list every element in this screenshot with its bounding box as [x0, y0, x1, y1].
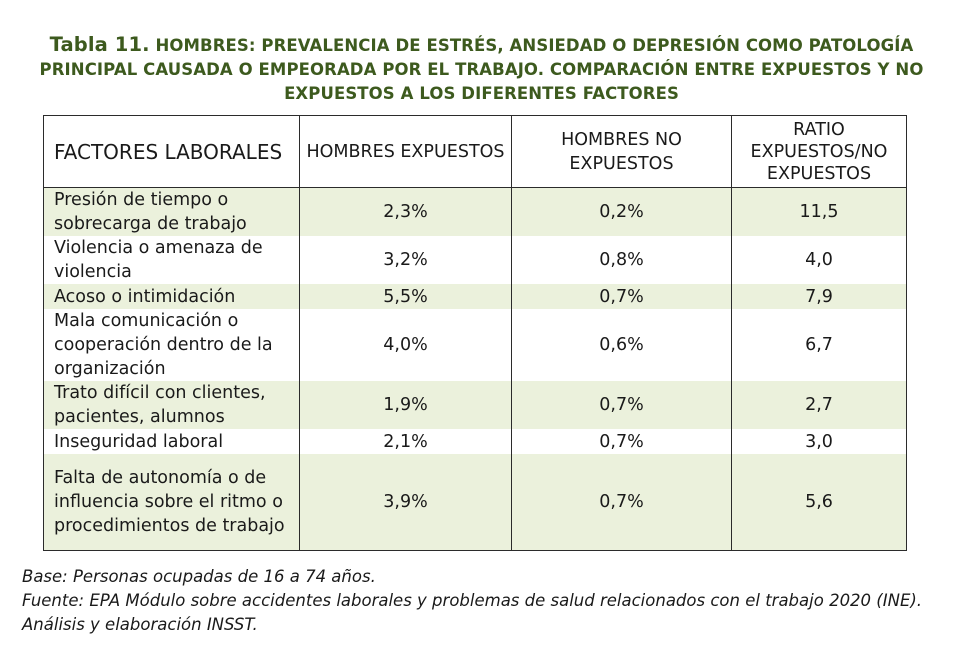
ratio-cell: 11,5: [731, 187, 907, 236]
factor-cell: Presión de tiempo o sobrecarga de trabaj…: [43, 187, 300, 236]
table-row: Presión de tiempo o sobrecarga de trabaj…: [43, 187, 907, 236]
no-expuestos-cell: 0,7%: [511, 454, 732, 551]
source-note: Fuente: EPA Módulo sobre accidentes labo…: [22, 591, 923, 634]
factor-cell: Falta de autonomía o de influencia sobre…: [43, 454, 300, 551]
no-expuestos-cell: 0,6%: [511, 309, 732, 381]
table-row: Trato difícil con clientes, pacientes, a…: [43, 381, 907, 429]
expuestos-cell: 1,9%: [299, 381, 512, 429]
table-row: Mala comunicación o cooperación dentro d…: [43, 309, 907, 381]
no-expuestos-cell: 0,7%: [511, 284, 732, 309]
table-row: Inseguridad laboral 2,1% 0,7% 3,0: [43, 429, 907, 454]
data-table: FACTORES LABORALES HOMBRES EXPUESTOS HOM…: [43, 115, 907, 551]
expuestos-cell: 2,1%: [299, 429, 512, 454]
factor-cell: Violencia o amenaza de violencia: [43, 236, 300, 284]
no-expuestos-cell: 0,8%: [511, 236, 732, 284]
no-expuestos-cell: 0,7%: [511, 381, 732, 429]
expuestos-cell: 3,9%: [299, 454, 512, 551]
header-row: FACTORES LABORALES HOMBRES EXPUESTOS HOM…: [43, 115, 907, 188]
column-header-factores: FACTORES LABORALES: [43, 115, 300, 188]
factor-cell: Acoso o intimidación: [43, 284, 300, 309]
table-notes: Base: Personas ocupadas de 16 a 74 años.…: [22, 565, 927, 637]
table-title-text: HOMBRES: PREVALENCIA DE ESTRÉS, ANSIEDAD…: [39, 36, 924, 103]
table-row: Violencia o amenaza de violencia 3,2% 0,…: [43, 236, 907, 284]
table-number: Tabla 11.: [49, 33, 150, 56]
expuestos-cell: 4,0%: [299, 309, 512, 381]
ratio-cell: 6,7: [731, 309, 907, 381]
factor-cell: Inseguridad laboral: [43, 429, 300, 454]
ratio-cell: 3,0: [731, 429, 907, 454]
expuestos-cell: 3,2%: [299, 236, 512, 284]
no-expuestos-cell: 0,7%: [511, 429, 732, 454]
ratio-cell: 2,7: [731, 381, 907, 429]
ratio-cell: 5,6: [731, 454, 907, 551]
column-header-ratio: RATIO EXPUESTOS/NO EXPUESTOS: [731, 115, 907, 188]
column-header-no-expuestos: HOMBRES NO EXPUESTOS: [511, 115, 732, 188]
factor-cell: Mala comunicación o cooperación dentro d…: [43, 309, 300, 381]
base-note: Base: Personas ocupadas de 16 a 74 años.: [22, 567, 376, 586]
expuestos-cell: 2,3%: [299, 187, 512, 236]
ratio-cell: 7,9: [731, 284, 907, 309]
table-row: Acoso o intimidación 5,5% 0,7% 7,9: [43, 284, 907, 309]
factor-cell: Trato difícil con clientes, pacientes, a…: [43, 381, 300, 429]
no-expuestos-cell: 0,2%: [511, 187, 732, 236]
expuestos-cell: 5,5%: [299, 284, 512, 309]
table-row: Falta de autonomía o de influencia sobre…: [43, 454, 907, 551]
ratio-cell: 4,0: [731, 236, 907, 284]
table-title: Tabla 11. HOMBRES: PREVALENCIA DE ESTRÉS…: [20, 33, 943, 106]
column-header-expuestos: HOMBRES EXPUESTOS: [299, 115, 512, 188]
